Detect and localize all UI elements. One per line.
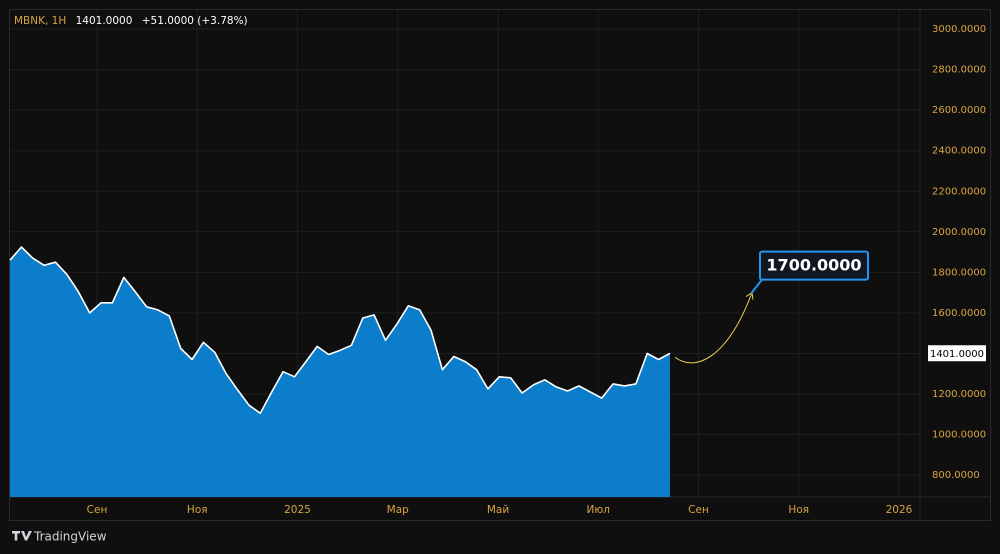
x-tick-label: Мар [387,504,409,516]
price-line [9,246,671,415]
callout-box [759,250,869,281]
callout-line [750,279,763,295]
area [10,247,670,497]
y-tick-label: 2000.0000 [932,227,986,238]
legend: MBNK, 1H 1401.0000 +51.0000 (+3.78%) [14,15,248,27]
plot: 1700.0000 [9,246,869,497]
axes: 800.00001000.00001200.00001400.00001600.… [87,24,986,516]
last-price-label: 1401.0000 [930,349,984,360]
y-tick-label: 2200.0000 [932,186,986,197]
brand-logo [11,531,32,541]
y-tick-label: 1800.0000 [932,267,986,278]
frame [9,9,991,521]
y-tick-label: 800.0000 [932,470,980,481]
x-tick-label: Ноя [788,504,809,516]
y-tick-label: 2600.0000 [932,105,986,116]
grid [10,10,920,497]
symbol: MBNK, 1H [14,15,66,27]
brand: TradingView [33,530,107,544]
y-tick-label: 3000.0000 [932,24,986,35]
y-tick-label: 1200.0000 [932,389,986,400]
last-price-tag [928,345,986,362]
y-tick-label: 1600.0000 [932,308,986,319]
x-tick-label: Ноя [187,504,208,516]
x-tick-label: 2025 [284,504,311,516]
x-tick-label: 2026 [886,504,913,516]
x-tick-label: Июл [587,504,610,516]
header-price: 1401.0000 [76,15,133,27]
callout-label: 1700.0000 [766,256,861,275]
x-tick-label: Сен [688,504,709,516]
y-tick-label: 2800.0000 [932,65,986,76]
forecast-arrow [674,292,753,364]
header-change: +51.0000 (+3.78%) [142,15,248,27]
y-tick-label: 2400.0000 [932,146,986,157]
y-tick-label: 1000.0000 [932,430,986,441]
x-tick-label: Сен [87,504,108,516]
x-tick-label: Май [487,504,509,516]
